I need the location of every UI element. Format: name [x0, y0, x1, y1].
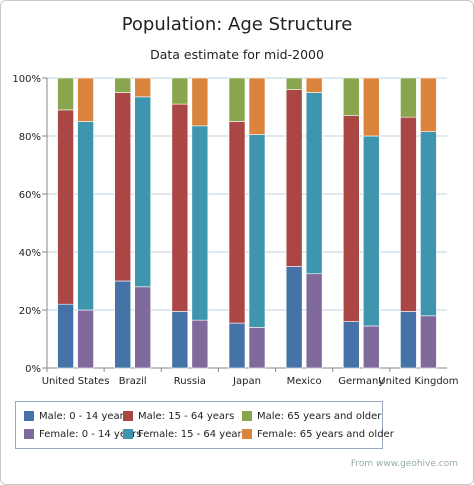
bar-male-0	[228, 322, 246, 369]
bar-female-2	[77, 77, 94, 122]
legend-label: Female: 15 - 64 years	[138, 428, 247, 440]
legend-swatch	[24, 411, 34, 421]
y-tick-label: 100%	[12, 74, 41, 85]
legend-item: Female: 0 - 14 years	[24, 427, 141, 441]
chart-title: Population: Age Structure	[121, 14, 353, 35]
x-tick-label: Mexico	[287, 376, 322, 387]
legend-label: Female: 0 - 14 years	[39, 428, 142, 440]
legend-swatch	[242, 429, 252, 439]
bar-female-0	[77, 309, 94, 369]
bar-female-1	[248, 134, 266, 328]
bar-male-1	[342, 115, 360, 322]
bar-male-1	[57, 109, 74, 305]
chart-legend: Male: 0 - 14 years Male: 15 - 64 years Mal…	[15, 401, 394, 449]
legend-item: Female: 15 - 64 years	[123, 427, 247, 441]
bar-female-1	[134, 96, 152, 288]
bar-male-2	[57, 77, 74, 111]
bar-male-0	[114, 280, 132, 369]
legend-item: Male: 15 - 64 years	[123, 409, 234, 423]
bar-male-1	[228, 121, 246, 324]
x-tick-label: Russia	[174, 376, 206, 387]
bar-female-0	[134, 286, 152, 369]
legend-label: Male: 65 years and older	[257, 410, 382, 422]
bar-male-2	[228, 77, 246, 122]
bar-female-2	[248, 77, 266, 135]
legend-label: Female: 65 years and older	[257, 428, 394, 440]
credit-text: From www.geohive.com	[350, 459, 458, 469]
legend-swatch	[123, 411, 133, 421]
bar-female-1	[305, 92, 323, 275]
chart-subtitle: Data estimate for mid-2000	[150, 47, 324, 62]
legend-item: Female: 65 years and older	[242, 427, 394, 441]
y-tick-label: 40%	[19, 248, 41, 259]
bar-female-2	[362, 77, 380, 137]
bar-male-1	[171, 103, 189, 312]
x-tick-label: United States	[42, 376, 110, 387]
chart-plot: 0% 20% 40% 60% 80% 100% United States Brazil Rus…	[12, 74, 458, 387]
bar-female-2	[191, 77, 209, 127]
bar-female-2	[420, 77, 437, 132]
bar-male-0	[342, 321, 360, 369]
bar-male-2	[342, 77, 360, 117]
legend-swatch	[123, 429, 133, 439]
legend-item: Male: 0 - 14 years	[24, 409, 129, 423]
x-tick-label: Germany	[338, 376, 384, 387]
bar-female-2	[305, 77, 323, 93]
bar-male-2	[171, 77, 189, 105]
bar-female-1	[420, 131, 437, 317]
y-tick-label: 80%	[19, 132, 41, 143]
bar-female-1	[191, 125, 209, 321]
x-tick-label: Japan	[232, 376, 261, 387]
bar-female-1	[77, 121, 94, 311]
bar-male-2	[400, 77, 417, 118]
bar-female-0	[362, 325, 380, 369]
bar-female-2	[134, 77, 152, 98]
bar-male-0	[400, 311, 417, 369]
legend-item: Male: 65 years and older	[242, 409, 381, 423]
y-tick-label: 0%	[25, 364, 41, 375]
bar-male-0	[285, 266, 303, 369]
x-tick-label: United Kingdom	[378, 376, 458, 387]
y-tick-label: 20%	[19, 306, 41, 317]
y-tick-label: 60%	[19, 190, 41, 201]
bar-female-0	[191, 319, 209, 369]
legend-swatch	[24, 429, 34, 439]
bar-female-1	[362, 135, 380, 327]
legend-label: Male: 15 - 64 years	[138, 410, 235, 422]
legend-swatch	[242, 411, 252, 421]
bar-female-0	[305, 273, 323, 369]
bar-male-0	[171, 311, 189, 369]
bar-male-0	[57, 303, 74, 369]
bar-female-0	[420, 315, 437, 369]
bar-male-2	[114, 77, 132, 93]
x-tick-label: Brazil	[119, 376, 147, 387]
legend-label: Male: 0 - 14 years	[39, 410, 129, 422]
bar-male-2	[285, 77, 303, 90]
bar-female-0	[248, 327, 266, 369]
bar-male-1	[114, 92, 132, 282]
bar-male-1	[285, 89, 303, 267]
bar-male-1	[400, 116, 417, 312]
